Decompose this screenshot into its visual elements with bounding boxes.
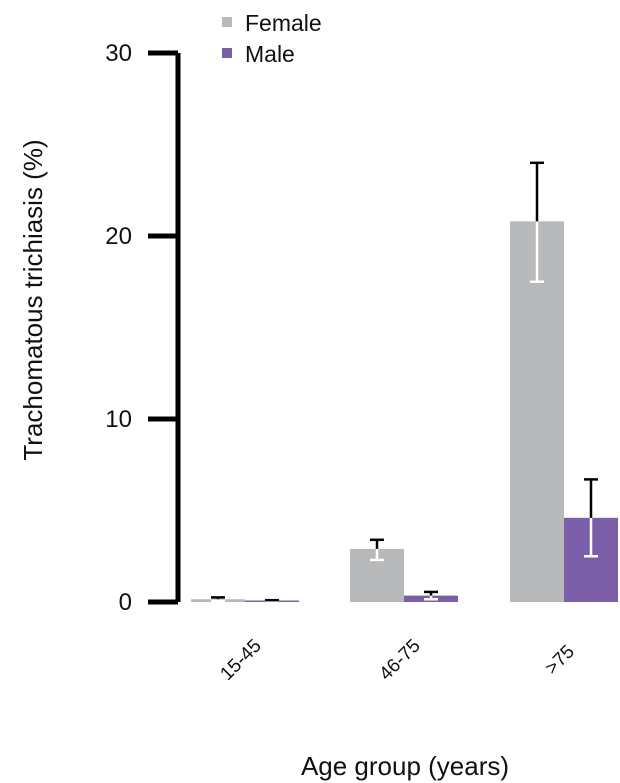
y-axis-label: Trachomatous trichiasis (%) <box>18 139 48 460</box>
legend-label-male: Male <box>245 41 295 67</box>
x-axis-label: Age group (years) <box>301 751 509 781</box>
plot-area: 0 10 20 30 15-45 46-75 >75 <box>105 40 618 685</box>
y-tick-label: 10 <box>105 406 132 433</box>
x-tick-label: 46-75 <box>376 636 425 685</box>
bar-female <box>510 221 564 603</box>
y-tick-label: 0 <box>119 589 132 616</box>
y-tick-label: 20 <box>105 223 132 250</box>
x-tick-label: 15-45 <box>217 636 266 685</box>
legend-swatch-male <box>222 48 232 58</box>
y-tick-label: 30 <box>105 40 132 67</box>
legend-label-female: Female <box>245 10 322 36</box>
legend-swatch-female <box>222 17 232 27</box>
x-tick-label: >75 <box>541 641 579 679</box>
